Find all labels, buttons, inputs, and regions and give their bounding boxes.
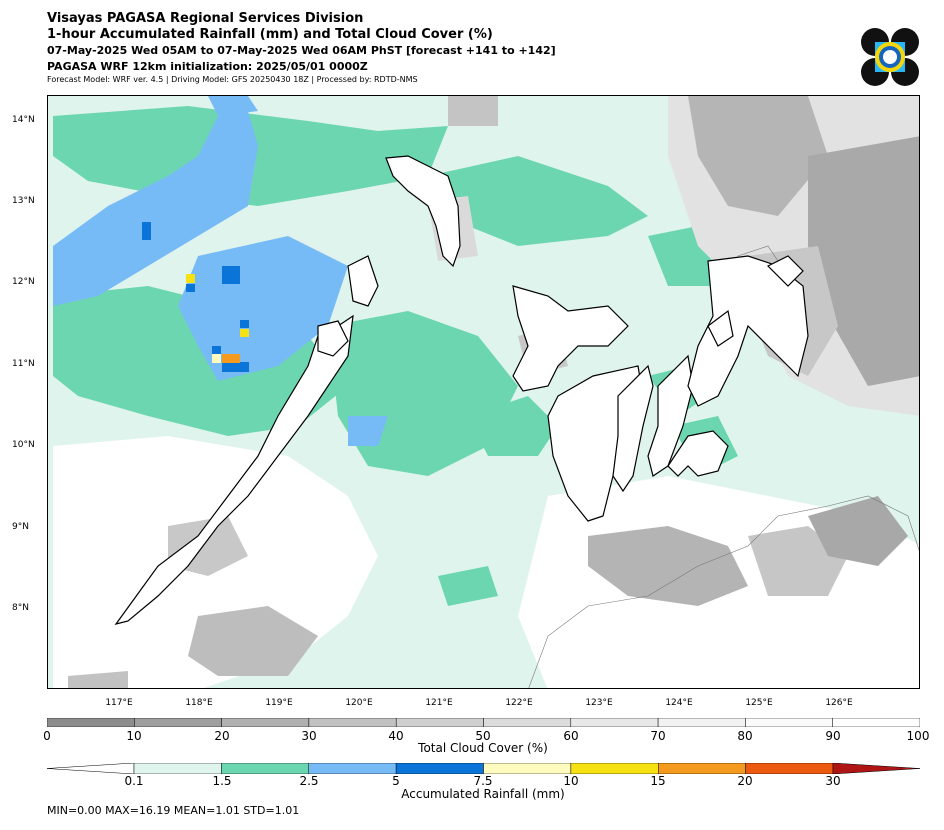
rainfall-blue-areas [53, 96, 388, 446]
lon-label: 124°E [665, 698, 693, 708]
weather-map[interactable] [47, 95, 920, 689]
lon-label: 126°E [825, 698, 853, 708]
lat-label: 8°N [12, 603, 29, 613]
pagasa-logo-icon [860, 27, 920, 87]
rainfall-color-bin [570, 763, 659, 774]
rain-tick: 30 [825, 774, 841, 788]
island-outlines [114, 155, 809, 625]
cloud-cover-color-bin [483, 718, 572, 727]
rainfall-color-bin [745, 763, 834, 774]
rain-tick: 15 [650, 774, 666, 788]
lat-label: 12°N [12, 277, 35, 287]
title-line-1: Visayas PAGASA Regional Services Divisio… [47, 11, 364, 26]
cloud-tick: 20 [214, 729, 230, 743]
cloud-tick: 0 [43, 729, 51, 743]
cloud-cover-color-bin [134, 718, 222, 727]
lat-label: 13°N [12, 196, 35, 206]
cloud-cover-color-bin [47, 718, 135, 727]
cloud-cover-color-bin [657, 718, 746, 727]
cloud-tick: 40 [388, 729, 404, 743]
model-info-line: Forecast Model: WRF ver. 4.5 | Driving M… [47, 75, 418, 84]
lat-label: 9°N [12, 522, 29, 532]
rainfall-high-cells [142, 222, 249, 372]
lon-label: 118°E [185, 698, 213, 708]
rainfall-over-triangle [832, 763, 920, 774]
initialization-line: PAGASA WRF 12km initialization: 2025/05/… [47, 60, 368, 73]
lon-label: 120°E [345, 698, 373, 708]
rainfall-color-bin [133, 763, 222, 774]
lon-label: 122°E [505, 698, 533, 708]
rainfall-colorbar [47, 763, 920, 774]
cloud-tick: 90 [825, 729, 841, 743]
cloud-tick: 100 [906, 729, 930, 743]
lon-label: 125°E [745, 698, 773, 708]
lon-label: 121°E [425, 698, 453, 708]
cloud-cover-color-bin [745, 718, 833, 727]
cloud-tick: 60 [563, 729, 579, 743]
rainfall-under-triangle [47, 763, 135, 774]
cloud-tick: 10 [126, 729, 142, 743]
rainfall-color-bin [483, 763, 572, 774]
rain-tick: 10 [563, 774, 579, 788]
cloud-tick: 50 [475, 729, 491, 743]
rainfall-color-bin [658, 763, 746, 774]
rain-tick: 5 [392, 774, 400, 788]
rainfall-title: Accumulated Rainfall (mm) [401, 787, 565, 801]
cloud-tick: 80 [737, 729, 753, 743]
cloud-cover-color-bin [395, 718, 484, 727]
lat-label: 10°N [12, 440, 35, 450]
cloud-cover-color-bin [308, 718, 397, 727]
rainfall-color-bin [308, 763, 397, 774]
cloud-cover-color-bin [570, 718, 659, 727]
lon-label: 119°E [265, 698, 293, 708]
statistics-line: MIN=0.00 MAX=16.19 MEAN=1.01 STD=1.01 [47, 804, 300, 817]
map-canvas [53, 96, 919, 688]
rain-tick: 20 [737, 774, 753, 788]
cloud-cover-colorbar [47, 718, 920, 727]
lat-label: 11°N [12, 359, 35, 369]
lon-label: 117°E [105, 698, 133, 708]
rain-tick: 2.5 [299, 774, 319, 788]
cloud-cover-color-bin [221, 718, 310, 727]
rainfall-color-bin [395, 763, 484, 774]
lat-label: 14°N [12, 115, 35, 125]
lon-label: 123°E [585, 698, 613, 708]
rain-tick: 7.5 [473, 774, 493, 788]
cloud-cover-title: Total Cloud Cover (%) [418, 741, 548, 755]
rainfall-color-bin [221, 763, 309, 774]
rain-tick: 0.1 [124, 774, 144, 788]
cloud-tick: 30 [301, 729, 317, 743]
rain-tick: 1.5 [212, 774, 232, 788]
cloud-cover-color-bin [832, 718, 920, 727]
title-line-2: 1-hour Accumulated Rainfall (mm) and Tot… [47, 27, 493, 42]
cloud-tick: 70 [650, 729, 666, 743]
valid-time-line: 07-May-2025 Wed 05AM to 07-May-2025 Wed … [47, 44, 556, 57]
